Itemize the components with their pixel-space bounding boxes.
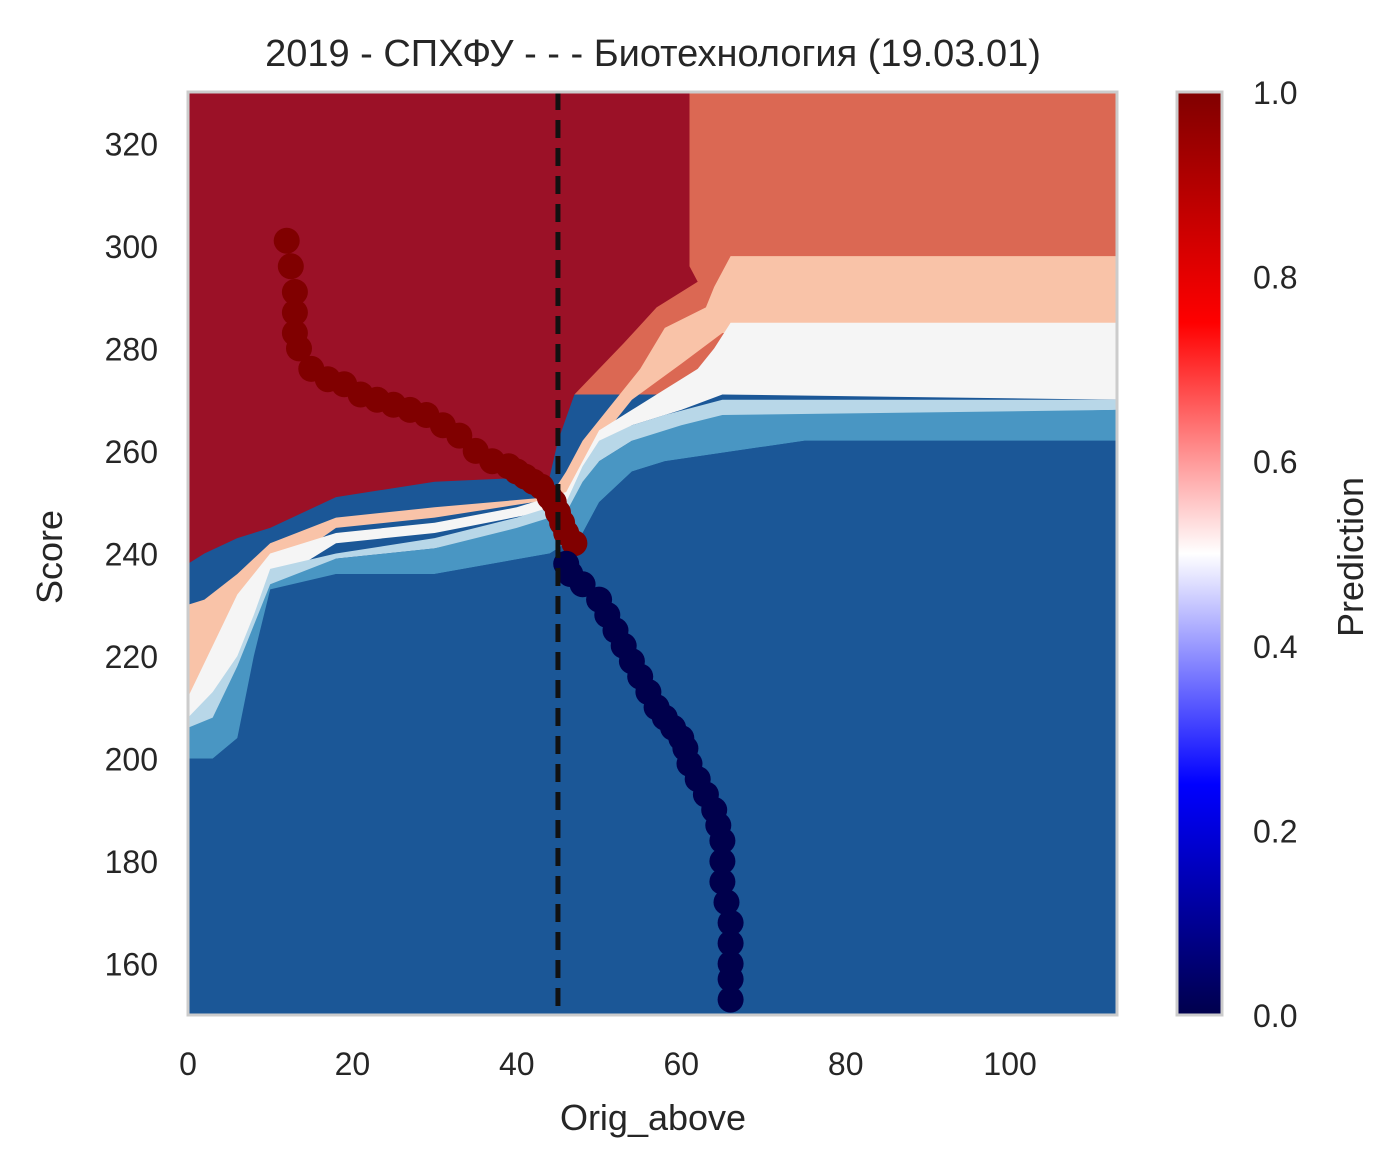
y-tick-label: 180 bbox=[105, 844, 158, 880]
decision-region-0-9 bbox=[188, 92, 698, 564]
y-tick-label: 260 bbox=[105, 434, 158, 470]
colorbar-tick-label: 0.8 bbox=[1253, 260, 1297, 296]
plot-frame bbox=[186, 90, 1119, 1017]
y-tick-label: 200 bbox=[105, 742, 158, 778]
x-axis-ticks: 0 20 40 60 80 100 bbox=[179, 1046, 1037, 1082]
data-point bbox=[281, 299, 308, 326]
y-tick-label: 280 bbox=[105, 331, 158, 367]
data-point bbox=[709, 827, 736, 854]
data-point bbox=[277, 253, 304, 280]
colorbar-tick-label: 0.0 bbox=[1253, 998, 1297, 1034]
data-point bbox=[717, 986, 744, 1013]
colorbar-tick-label: 0.6 bbox=[1253, 444, 1297, 480]
data-point bbox=[713, 889, 740, 916]
plot-area bbox=[188, 92, 1117, 1015]
colorbar-ticks: 0.0 0.2 0.4 0.6 0.8 1.0 bbox=[1253, 75, 1297, 1034]
x-tick-label: 60 bbox=[664, 1046, 700, 1082]
data-point bbox=[709, 868, 736, 895]
y-tick-label: 240 bbox=[105, 537, 158, 573]
data-point bbox=[717, 909, 744, 936]
data-points bbox=[273, 227, 744, 1013]
data-point bbox=[446, 422, 473, 449]
data-point bbox=[569, 571, 596, 598]
colorbar-gradient bbox=[1175, 90, 1224, 1017]
x-tick-label: 100 bbox=[983, 1046, 1036, 1082]
colorbar: 0.0 0.2 0.4 0.6 0.8 1.0 Prediction bbox=[1175, 75, 1371, 1034]
data-point bbox=[273, 227, 300, 254]
colorbar-tick-label: 1.0 bbox=[1253, 75, 1297, 111]
x-tick-label: 20 bbox=[335, 1046, 371, 1082]
chart-title: 2019 - СПХФУ - - - Биотехнология (19.03.… bbox=[265, 33, 1041, 75]
y-tick-label: 320 bbox=[105, 126, 158, 162]
data-point bbox=[709, 848, 736, 875]
decision-region-0-5 bbox=[188, 322, 1117, 718]
data-point bbox=[717, 966, 744, 993]
data-point bbox=[717, 930, 744, 957]
x-tick-label: 0 bbox=[179, 1046, 197, 1082]
y-axis-label: Score bbox=[29, 510, 70, 604]
decision-regions bbox=[188, 92, 1117, 1015]
data-point bbox=[281, 279, 308, 305]
y-tick-label: 300 bbox=[105, 229, 158, 265]
y-tick-label: 160 bbox=[105, 947, 158, 983]
x-axis-label: Orig_above bbox=[560, 1097, 746, 1138]
y-axis-ticks: 160 180 200 220 240 260 280 300 320 bbox=[105, 126, 158, 982]
x-tick-label: 80 bbox=[828, 1046, 864, 1082]
data-point bbox=[286, 335, 312, 362]
colorbar-label: Prediction bbox=[1330, 477, 1371, 637]
y-tick-label: 220 bbox=[105, 639, 158, 675]
colorbar-tick-label: 0.4 bbox=[1253, 629, 1297, 665]
x-tick-label: 40 bbox=[499, 1046, 535, 1082]
data-point bbox=[561, 530, 588, 557]
decision-region-0-6 bbox=[188, 256, 1117, 708]
colorbar-tick-label: 0.2 bbox=[1253, 813, 1297, 849]
decision-region-0-1 bbox=[188, 440, 1117, 1015]
